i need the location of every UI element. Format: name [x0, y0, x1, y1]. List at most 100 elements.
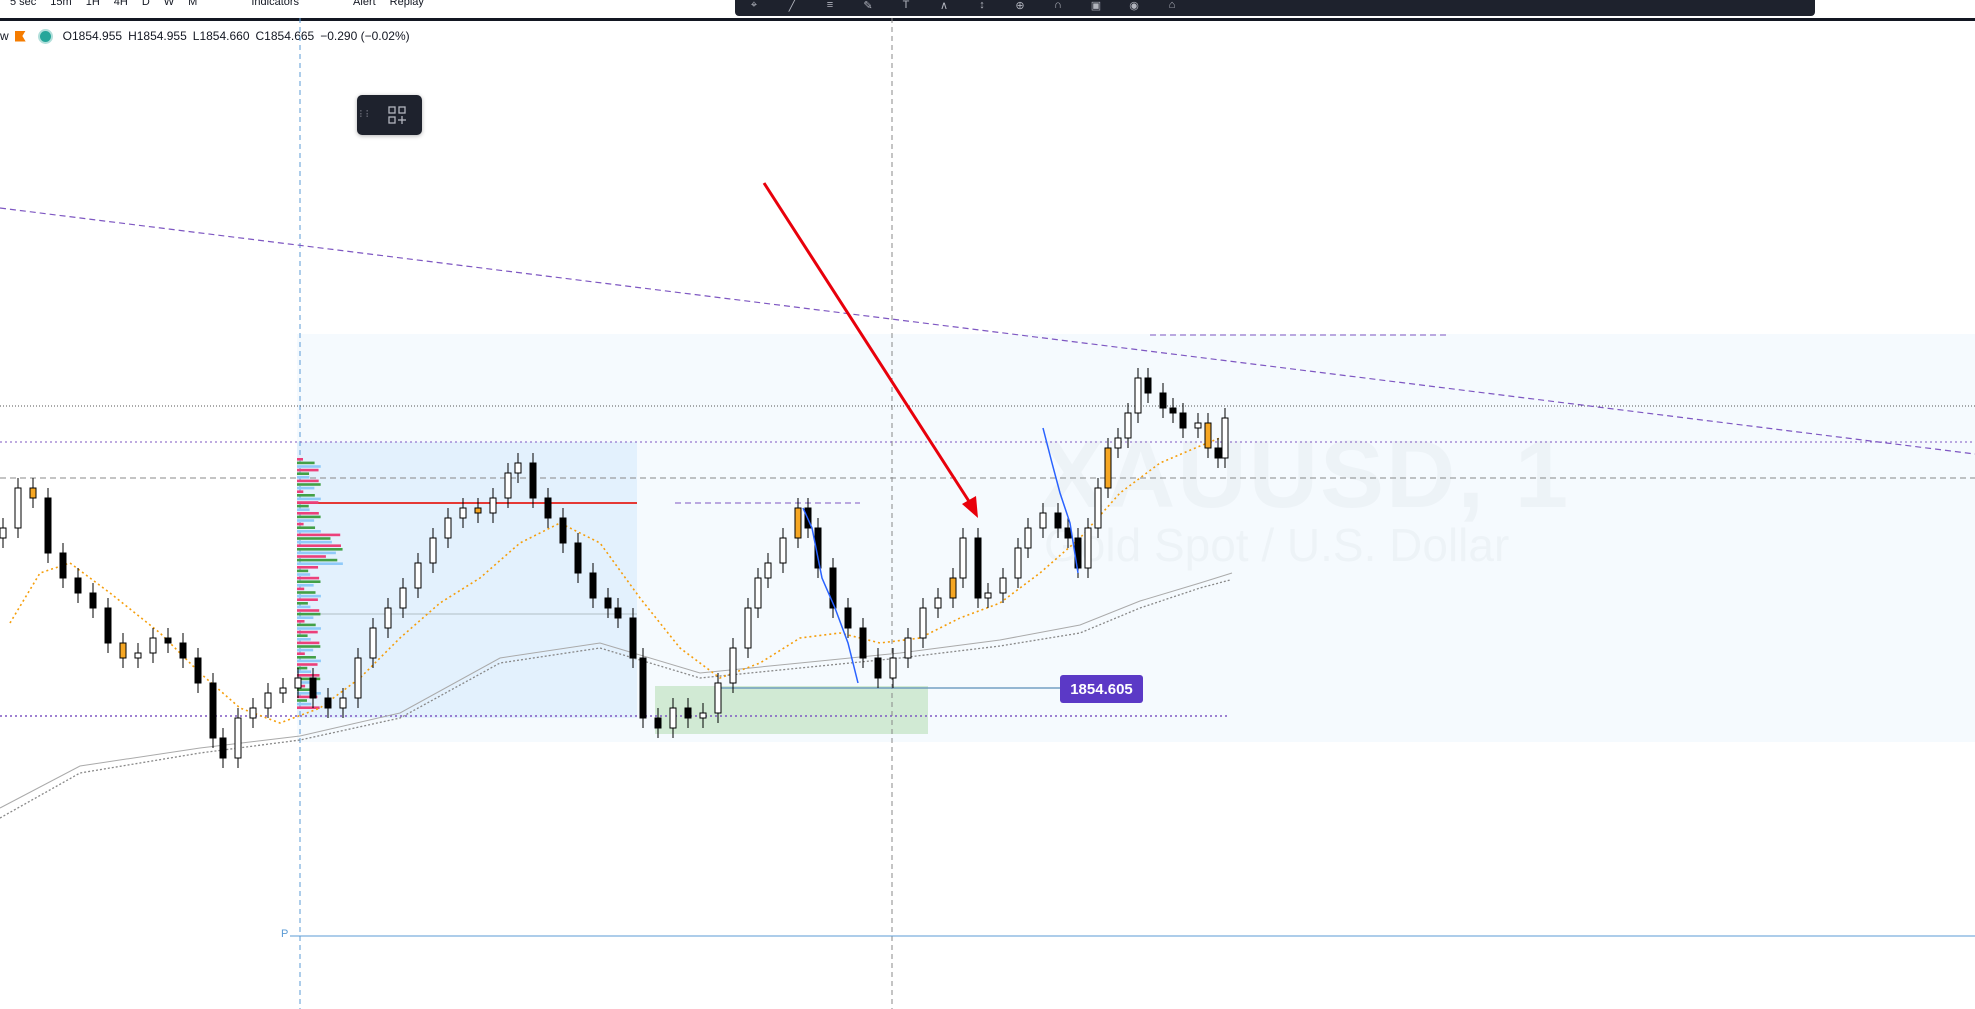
candle — [60, 553, 66, 578]
timeframe-w[interactable]: W — [164, 0, 174, 8]
volume-profile-bar — [297, 692, 321, 695]
brush-icon[interactable]: ✎ — [849, 0, 887, 16]
indicators-button[interactable]: Indicators — [251, 0, 299, 8]
trendline-icon[interactable]: ╱ — [773, 0, 811, 16]
volume-profile-bar — [297, 584, 314, 587]
volume-profile-bar — [297, 469, 319, 472]
volume-profile-bar — [297, 631, 318, 634]
candle — [1065, 528, 1071, 538]
candle — [515, 463, 521, 473]
candle — [1180, 413, 1186, 428]
candle — [265, 693, 271, 708]
volume-profile-bar — [297, 559, 337, 562]
volume-profile-bar — [297, 476, 309, 479]
volume-profile-bar — [297, 483, 321, 486]
candle — [590, 573, 596, 598]
measure-icon[interactable]: ↕ — [963, 0, 1001, 16]
candle — [795, 508, 801, 538]
volume-profile-bar — [297, 598, 318, 601]
alert-button[interactable]: Alert — [353, 0, 376, 8]
candle — [195, 658, 201, 683]
lock-icon[interactable]: ▣ — [1077, 0, 1115, 16]
candle — [605, 598, 611, 608]
volume-profile-bar — [297, 656, 316, 659]
candle — [1095, 488, 1101, 528]
candle — [1105, 448, 1111, 488]
candle — [1160, 393, 1166, 408]
candle — [220, 738, 226, 758]
timeframe-m[interactable]: M — [188, 0, 197, 8]
candle — [745, 608, 751, 648]
candle — [1125, 413, 1131, 438]
candle — [1025, 528, 1031, 548]
candle — [960, 538, 966, 578]
volume-profile-bar — [297, 699, 307, 702]
drawing-toolbar: ⌖ ╱ ≡ ✎ T ∧ ↕ ⊕ ∩ ▣ ◉ ⌂ — [735, 0, 1815, 16]
volume-profile-bar — [297, 462, 315, 465]
timeframe-4h[interactable]: 4H — [114, 0, 128, 8]
candle — [935, 598, 941, 608]
candle — [985, 593, 991, 598]
volume-profile-bar — [297, 530, 321, 533]
price-label[interactable]: 1854.605 — [1060, 675, 1143, 703]
volume-profile-bar — [297, 609, 319, 612]
pattern-icon[interactable]: ∧ — [925, 0, 963, 16]
volume-profile-bar — [297, 494, 315, 497]
timeframe-d[interactable]: D — [142, 0, 150, 8]
candle — [670, 708, 676, 728]
volume-profile-bar — [297, 620, 305, 623]
candle — [280, 688, 286, 693]
volume-profile-bar — [297, 660, 321, 663]
volume-profile-bar — [297, 512, 319, 515]
volume-profile-bar — [297, 634, 308, 637]
candle — [340, 698, 346, 708]
candle — [310, 678, 316, 698]
add-widget-icon[interactable] — [379, 100, 415, 130]
candle — [75, 578, 81, 593]
volume-profile-bar — [297, 544, 341, 547]
candle — [370, 628, 376, 658]
trash-icon[interactable]: ⌂ — [1153, 0, 1191, 16]
volume-profile-bar — [297, 534, 340, 537]
timeframe-5s[interactable]: 5 sec — [10, 0, 36, 8]
volume-profile-bar — [297, 638, 311, 641]
candle — [45, 498, 51, 553]
zoom-icon[interactable]: ⊕ — [1001, 0, 1039, 16]
drag-handle-icon[interactable]: ⠇⠇ — [357, 95, 373, 135]
candle — [1055, 513, 1061, 528]
volume-profile-bar — [297, 667, 307, 670]
volume-profile-bar — [297, 591, 315, 594]
candle — [1115, 438, 1121, 448]
candle — [1040, 513, 1046, 528]
candle — [120, 643, 126, 658]
candle — [1145, 378, 1151, 393]
candle — [545, 498, 551, 518]
candle — [685, 708, 691, 718]
volume-profile-bar — [297, 595, 321, 598]
candle — [1135, 378, 1141, 413]
magnet-icon[interactable]: ∩ — [1039, 0, 1077, 16]
candle — [385, 608, 391, 628]
volume-profile-bar — [297, 613, 320, 616]
volume-profile-bar — [297, 487, 314, 490]
candle — [250, 708, 256, 718]
cursor-icon[interactable]: ⌖ — [735, 0, 773, 16]
eye-icon[interactable]: ◉ — [1115, 0, 1153, 16]
text-icon[interactable]: T — [887, 0, 925, 16]
timeframe-1h[interactable]: 1H — [86, 0, 100, 8]
demand-zone — [655, 686, 928, 734]
candle — [105, 608, 111, 643]
candle — [845, 608, 851, 628]
fib-icon[interactable]: ≡ — [811, 0, 849, 16]
volume-profile-bar — [297, 541, 332, 544]
price-chart[interactable] — [0, 18, 1975, 1009]
candle — [1222, 418, 1228, 458]
replay-button[interactable]: Replay — [390, 0, 424, 8]
volume-profile-bar — [297, 537, 330, 540]
floating-widget[interactable]: ⠇⠇ — [357, 95, 422, 135]
volume-profile-bar — [297, 642, 319, 645]
candle — [235, 718, 241, 758]
candle — [655, 718, 661, 728]
candle — [640, 658, 646, 718]
timeframe-15m[interactable]: 15m — [50, 0, 71, 8]
